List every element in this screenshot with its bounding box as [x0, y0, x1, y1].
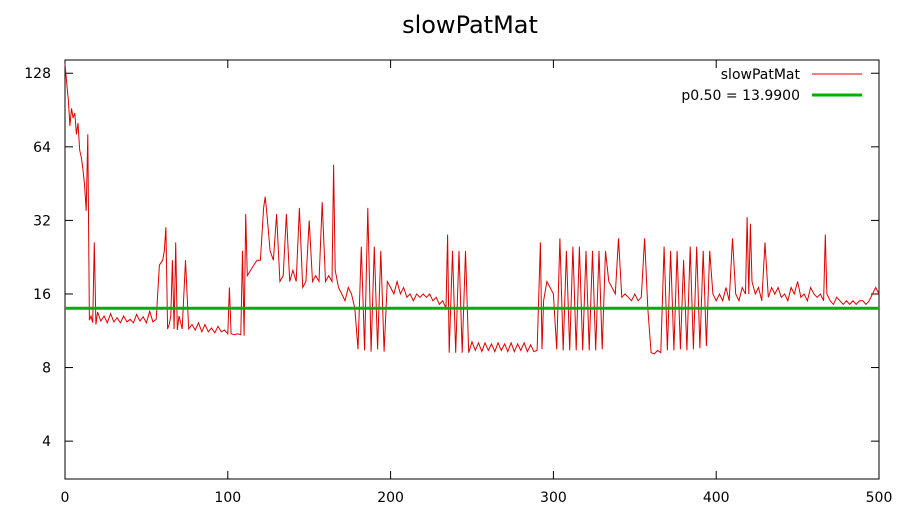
- x-tick-label: 400: [703, 490, 730, 506]
- x-tick-label: 100: [214, 490, 241, 506]
- x-tick-label: 300: [540, 490, 567, 506]
- legend-label: p0.50 = 13.9900: [681, 88, 800, 104]
- series-layer: [64, 63, 880, 355]
- y-tick-label: 4: [42, 434, 51, 450]
- y-tick-label: 64: [33, 140, 51, 156]
- x-tick-label: 200: [377, 490, 404, 506]
- legend-label: slowPatMat: [721, 67, 801, 83]
- y-tick-label: 32: [33, 213, 51, 229]
- series-line-slowpatmat: [64, 63, 880, 355]
- y-tick-label: 8: [42, 361, 51, 377]
- x-tick-label: 500: [866, 490, 893, 506]
- y-axis: 4 8 16 32 64 128: [24, 66, 879, 450]
- legend: slowPatMat p0.50 = 13.9900: [681, 67, 862, 104]
- plot-frame: [64, 59, 880, 480]
- y-tick-label: 16: [33, 287, 51, 303]
- y-tick-label: 128: [24, 66, 51, 82]
- x-tick-label: 0: [61, 490, 70, 506]
- x-axis: 0 100 200 300 400 500: [61, 60, 893, 506]
- chart-title: slowPatMat: [402, 11, 538, 39]
